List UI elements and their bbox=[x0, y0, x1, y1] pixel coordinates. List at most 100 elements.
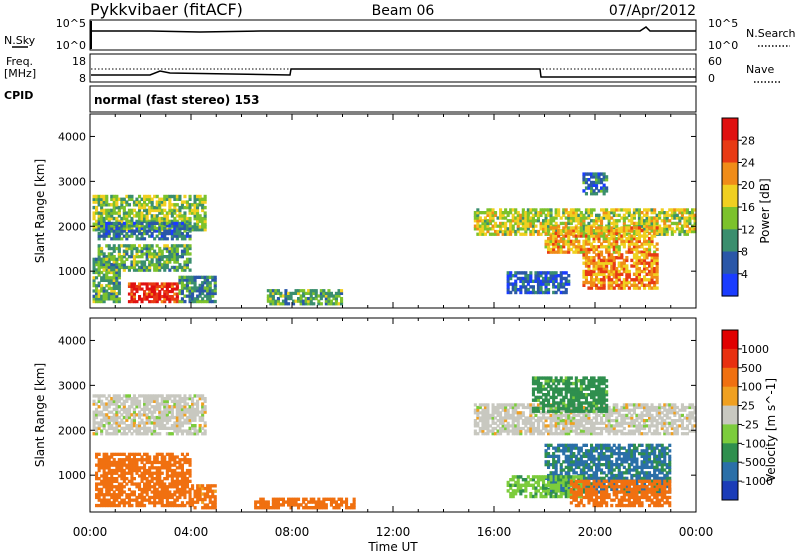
data-cell bbox=[637, 426, 641, 431]
data-cell bbox=[208, 281, 212, 285]
data-cell bbox=[102, 234, 106, 238]
data-cell bbox=[496, 429, 500, 433]
data-cell bbox=[165, 421, 169, 425]
data-cell bbox=[554, 216, 558, 220]
data-cell bbox=[175, 203, 179, 207]
data-cell bbox=[501, 403, 505, 407]
data-cell bbox=[97, 294, 101, 298]
data-cell bbox=[102, 237, 106, 241]
data-cell bbox=[127, 455, 131, 459]
data-cell bbox=[501, 213, 505, 217]
data-cell bbox=[637, 219, 641, 223]
data-cell bbox=[188, 197, 192, 201]
data-cell bbox=[663, 211, 667, 215]
data-cell bbox=[294, 289, 298, 293]
data-cell bbox=[170, 503, 174, 508]
data-cell bbox=[590, 261, 594, 265]
data-cell bbox=[163, 460, 167, 465]
data-cell bbox=[160, 460, 164, 465]
data-cell bbox=[569, 216, 573, 220]
data-cell bbox=[112, 402, 116, 406]
data-cell bbox=[524, 290, 528, 295]
data-cell bbox=[582, 175, 586, 179]
data-cell bbox=[165, 503, 169, 508]
data-cell bbox=[610, 208, 614, 212]
data-cell bbox=[120, 397, 124, 401]
data-cell bbox=[536, 381, 540, 386]
data-cell bbox=[153, 214, 157, 218]
data-cell bbox=[155, 282, 159, 286]
data-cell bbox=[276, 297, 280, 301]
data-cell bbox=[600, 264, 604, 268]
data-cell bbox=[173, 229, 177, 233]
data-cell bbox=[206, 506, 210, 510]
data-cell bbox=[685, 405, 689, 410]
data-cell bbox=[547, 229, 551, 233]
data-cell bbox=[180, 297, 184, 301]
data-cell bbox=[208, 275, 212, 279]
data-cell bbox=[665, 413, 669, 417]
data-cell bbox=[693, 405, 697, 410]
data-cell bbox=[663, 219, 667, 223]
data-cell bbox=[557, 381, 561, 386]
data-cell bbox=[185, 397, 189, 401]
data-cell bbox=[607, 213, 611, 217]
data-cell bbox=[597, 239, 601, 243]
data-cell bbox=[206, 489, 210, 493]
data-cell bbox=[145, 426, 149, 430]
data-cell bbox=[178, 265, 182, 270]
data-cell bbox=[287, 503, 291, 507]
data-cell bbox=[196, 497, 200, 502]
data-cell bbox=[120, 477, 124, 481]
data-cell bbox=[168, 268, 172, 272]
data-cell bbox=[579, 229, 583, 233]
data-cell bbox=[665, 229, 669, 234]
data-cell bbox=[590, 421, 594, 425]
data-cell bbox=[577, 250, 581, 254]
data-cell bbox=[499, 419, 503, 423]
data-cell bbox=[173, 203, 177, 207]
data-cell bbox=[620, 242, 624, 246]
data-cell bbox=[180, 432, 184, 436]
data-cell bbox=[97, 257, 101, 261]
noise-tick-bottom-right: 10^0 bbox=[708, 39, 738, 52]
data-cell bbox=[584, 269, 588, 274]
data-cell bbox=[102, 407, 106, 412]
data-cell bbox=[100, 226, 104, 231]
data-cell bbox=[107, 208, 111, 213]
data-cell bbox=[539, 429, 543, 433]
data-cell bbox=[289, 297, 293, 301]
data-cell bbox=[617, 247, 621, 252]
data-cell bbox=[645, 213, 649, 217]
data-cell bbox=[191, 203, 195, 207]
data-cell bbox=[653, 283, 657, 287]
data-cell bbox=[668, 411, 672, 415]
data-cell bbox=[597, 229, 601, 233]
data-cell bbox=[115, 216, 119, 221]
data-cell bbox=[688, 403, 692, 407]
data-cell bbox=[145, 485, 149, 489]
data-cell bbox=[127, 282, 131, 286]
data-cell bbox=[615, 419, 619, 423]
data-cell bbox=[102, 289, 106, 293]
data-cell bbox=[691, 216, 695, 220]
data-cell bbox=[276, 302, 280, 306]
data-cell bbox=[491, 211, 495, 215]
data-cell bbox=[519, 216, 523, 220]
data-cell bbox=[188, 495, 192, 500]
data-cell bbox=[549, 404, 553, 408]
data-cell bbox=[138, 249, 142, 253]
freq-tick-top: 18 bbox=[72, 55, 86, 68]
data-cell bbox=[640, 216, 644, 220]
data-cell bbox=[506, 211, 510, 215]
data-cell bbox=[153, 295, 157, 299]
data-cell bbox=[665, 408, 669, 412]
data-cell bbox=[544, 376, 548, 380]
data-cell bbox=[289, 503, 293, 507]
data-cell bbox=[577, 413, 581, 417]
data-cell bbox=[97, 424, 101, 428]
data-cell bbox=[178, 503, 182, 508]
data-cell bbox=[622, 426, 626, 431]
data-cell bbox=[150, 405, 154, 409]
data-cell bbox=[572, 419, 576, 423]
